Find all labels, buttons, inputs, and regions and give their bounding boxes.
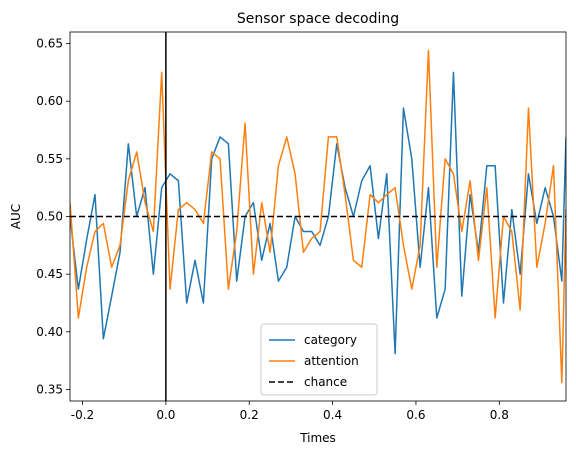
x-tick-label: 0.8 xyxy=(490,408,509,422)
x-axis-ticks: -0.2 0.0 0.2 0.4 0.6 0.8 xyxy=(71,401,509,422)
plot-area xyxy=(70,32,566,401)
legend-label-category: category xyxy=(304,333,357,347)
legend-label-attention: attention xyxy=(304,354,359,368)
y-tick-label: 0.55 xyxy=(36,152,63,166)
y-axis-label: AUC xyxy=(9,204,23,229)
x-tick-label: 0.4 xyxy=(323,408,342,422)
y-tick-label: 0.45 xyxy=(36,267,63,281)
x-tick-label: -0.2 xyxy=(71,408,94,422)
legend: category attention chance xyxy=(260,323,378,396)
x-tick-label: 0.2 xyxy=(240,408,259,422)
y-tick-label: 0.50 xyxy=(36,210,63,224)
y-tick-label: 0.40 xyxy=(36,325,63,339)
y-tick-label: 0.60 xyxy=(36,94,63,108)
x-tick-label: 0.6 xyxy=(406,408,425,422)
plot-layer xyxy=(69,31,567,402)
series-line-attention xyxy=(70,49,566,384)
series-line-category xyxy=(70,71,566,355)
chart-title: Sensor space decoding xyxy=(237,11,399,27)
x-tick-label: 0.0 xyxy=(156,408,175,422)
legend-box xyxy=(260,323,378,396)
x-axis-label: Times xyxy=(299,431,336,445)
y-tick-label: 0.65 xyxy=(36,37,63,51)
legend-label-chance: chance xyxy=(304,375,347,389)
y-axis-ticks: 0.35 0.40 0.45 0.50 0.55 0.60 0.65 xyxy=(36,37,70,396)
y-tick-label: 0.35 xyxy=(36,382,63,396)
